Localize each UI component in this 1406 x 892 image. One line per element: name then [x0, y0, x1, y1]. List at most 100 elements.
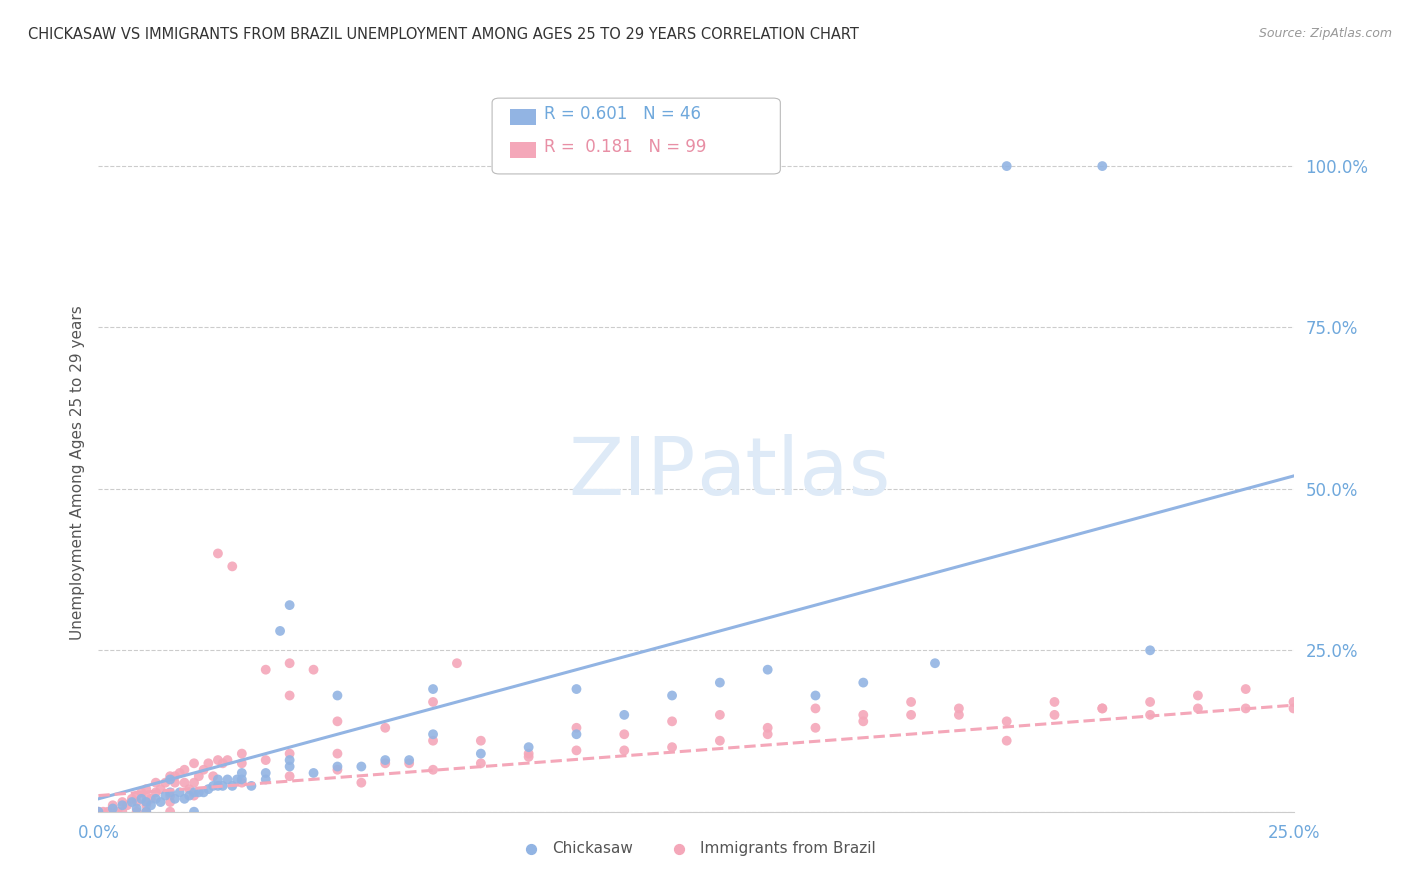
Point [1234, 681, 1257, 696]
Point [183, 785, 205, 799]
Point [159, 772, 181, 787]
Point [565, 681, 588, 696]
Point [422, 695, 444, 709]
Point [125, 805, 148, 819]
Point [159, 789, 181, 803]
Point [121, 792, 143, 806]
Point [900, 695, 922, 709]
Point [226, 772, 249, 787]
Point [169, 766, 191, 780]
Point [231, 766, 253, 780]
Point [135, 795, 157, 809]
Point [804, 701, 827, 715]
Point [179, 789, 201, 803]
Point [207, 779, 229, 793]
Point [278, 753, 301, 767]
Point [661, 689, 683, 703]
Point [211, 756, 233, 771]
Point [131, 792, 153, 806]
Point [207, 753, 229, 767]
Point [1282, 695, 1305, 709]
Point [231, 775, 253, 789]
Text: CHICKASAW VS IMMIGRANTS FROM BRAZIL UNEMPLOYMENT AMONG AGES 25 TO 29 YEARS CORRE: CHICKASAW VS IMMIGRANTS FROM BRAZIL UNEM… [28, 27, 859, 42]
Point [159, 805, 181, 819]
Point [350, 759, 373, 773]
Text: atlas: atlas [696, 434, 890, 512]
Point [187, 785, 209, 799]
Point [948, 701, 970, 715]
Point [254, 663, 277, 677]
Point [613, 743, 636, 757]
Point [231, 772, 253, 787]
Point [1139, 695, 1161, 709]
Point [350, 775, 373, 789]
Point [183, 805, 205, 819]
Point [163, 775, 186, 789]
Point [709, 675, 731, 690]
Point [756, 727, 779, 741]
Point [217, 772, 239, 787]
Point [135, 798, 157, 813]
Point [135, 789, 157, 803]
Point [302, 766, 325, 780]
Point [517, 749, 540, 764]
Point [173, 775, 195, 789]
Point [173, 792, 195, 806]
Text: ZIP: ZIP [568, 434, 696, 512]
Point [1091, 701, 1114, 715]
Point [995, 159, 1018, 173]
Point [183, 756, 205, 771]
Point [269, 624, 291, 638]
Point [131, 785, 153, 799]
Point [207, 772, 229, 787]
Point [804, 721, 827, 735]
Point [326, 763, 349, 777]
Point [470, 756, 492, 771]
Point [326, 689, 349, 703]
Point [111, 795, 134, 809]
Point [87, 805, 110, 819]
Point [517, 747, 540, 761]
Point [254, 772, 277, 787]
Point [155, 789, 177, 803]
Point [221, 559, 243, 574]
Point [278, 598, 301, 612]
Point [1234, 701, 1257, 715]
Point [756, 663, 779, 677]
Point [446, 657, 468, 671]
Point [470, 733, 492, 747]
Point [422, 763, 444, 777]
Point [1091, 159, 1114, 173]
Point [1187, 701, 1209, 715]
Point [91, 805, 114, 819]
Point [278, 747, 301, 761]
Point [326, 714, 349, 729]
Text: Source: ZipAtlas.com: Source: ZipAtlas.com [1258, 27, 1392, 40]
Point [374, 753, 396, 767]
Point [852, 707, 875, 722]
Point [87, 805, 110, 819]
Point [202, 779, 225, 793]
Point [111, 805, 134, 819]
Point [163, 769, 186, 783]
Point [709, 707, 731, 722]
Point [221, 779, 243, 793]
Point [179, 782, 201, 797]
Point [155, 775, 177, 789]
Point [97, 805, 120, 819]
Point [398, 756, 420, 771]
Text: R =  0.181   N = 99: R = 0.181 N = 99 [544, 138, 706, 156]
Point [278, 759, 301, 773]
Point [613, 707, 636, 722]
Point [145, 792, 167, 806]
Point [207, 546, 229, 560]
Point [374, 721, 396, 735]
Point [159, 795, 181, 809]
Point [278, 657, 301, 671]
Point [145, 775, 167, 789]
Point [565, 727, 588, 741]
Point [211, 779, 233, 793]
Point [125, 801, 148, 815]
Point [217, 753, 239, 767]
Point [183, 789, 205, 803]
